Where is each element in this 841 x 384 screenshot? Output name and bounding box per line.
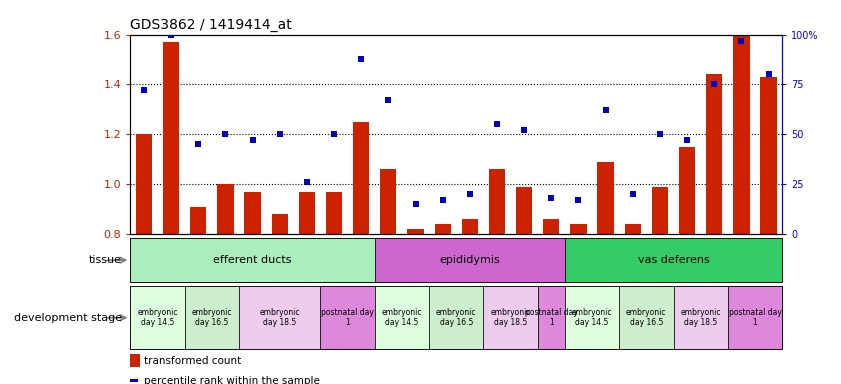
Bar [325,192,342,234]
Bar [435,224,451,234]
Point [545,195,558,201]
Bar [272,214,288,234]
Bar [484,286,537,349]
Text: embryonic
day 18.5: embryonic day 18.5 [260,308,300,328]
Bar [299,192,315,234]
Text: embryonic
day 16.5: embryonic day 16.5 [626,308,667,328]
Bar [543,219,559,234]
Text: tissue: tissue [89,255,122,265]
Bar [733,35,749,234]
Bar [239,286,320,349]
Bar [597,162,614,234]
Bar [565,238,782,282]
Bar [407,229,424,234]
Point [164,31,177,38]
Bar [619,286,674,349]
Bar [760,77,777,234]
Bar [163,42,179,234]
Bar [652,187,668,234]
Point [599,108,612,114]
Bar [130,286,185,349]
Point [490,121,504,127]
Text: postnatal day
1: postnatal day 1 [728,308,781,328]
Bar [565,286,619,349]
Bar [135,134,152,234]
Bar [130,238,375,282]
Point [354,55,368,61]
Bar [625,224,641,234]
Bar [674,286,727,349]
Point [192,141,205,147]
Point [382,98,395,104]
Bar [245,192,261,234]
Point [517,127,531,134]
Bar [462,219,478,234]
Text: GDS3862 / 1419414_at: GDS3862 / 1419414_at [130,18,292,32]
Text: postnatal day
1: postnatal day 1 [525,308,578,328]
Bar [320,286,375,349]
Point [735,38,748,44]
Point [409,201,422,207]
Point [762,71,775,78]
Bar [516,187,532,234]
Bar [537,286,565,349]
Point [707,81,721,88]
Point [137,88,151,94]
Text: embryonic
day 14.5: embryonic day 14.5 [382,308,422,328]
Point [463,191,477,197]
Text: embryonic
day 14.5: embryonic day 14.5 [572,308,612,328]
Bar [353,122,369,234]
Text: embryonic
day 18.5: embryonic day 18.5 [680,308,721,328]
Text: vas deferens: vas deferens [637,255,709,265]
Point [246,137,259,144]
Bar [429,286,484,349]
Bar [185,286,239,349]
Bar [217,184,234,234]
Text: development stage: development stage [13,313,122,323]
Text: embryonic
day 16.5: embryonic day 16.5 [436,308,477,328]
Bar [190,207,206,234]
Bar [706,74,722,234]
Text: epididymis: epididymis [440,255,500,265]
Text: embryonic
day 18.5: embryonic day 18.5 [490,308,531,328]
Text: embryonic
day 16.5: embryonic day 16.5 [192,308,232,328]
Text: postnatal day
1: postnatal day 1 [321,308,374,328]
Point [680,137,694,144]
Bar [380,169,396,234]
Point [219,131,232,137]
Point [327,131,341,137]
Bar [570,224,586,234]
Bar [489,169,505,234]
Text: embryonic
day 14.5: embryonic day 14.5 [137,308,177,328]
Point [572,197,585,204]
Point [300,179,314,185]
Bar [375,286,429,349]
Text: efferent ducts: efferent ducts [214,255,292,265]
Point [626,191,639,197]
Point [653,131,667,137]
Text: transformed count: transformed count [144,356,241,366]
Point [273,131,287,137]
Bar [679,147,696,234]
Point [436,197,449,204]
Bar [375,238,565,282]
Bar [727,286,782,349]
Text: percentile rank within the sample: percentile rank within the sample [144,376,320,384]
